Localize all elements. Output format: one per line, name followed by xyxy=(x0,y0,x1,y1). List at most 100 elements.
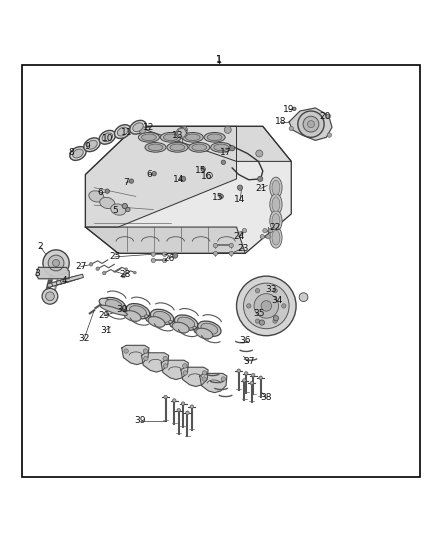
Circle shape xyxy=(255,288,260,293)
Circle shape xyxy=(46,292,54,301)
Text: 37: 37 xyxy=(243,358,254,367)
Circle shape xyxy=(229,243,233,248)
Ellipse shape xyxy=(204,133,225,142)
Ellipse shape xyxy=(117,127,128,136)
Ellipse shape xyxy=(178,317,194,328)
Text: 27: 27 xyxy=(75,262,87,271)
Ellipse shape xyxy=(196,328,213,339)
Circle shape xyxy=(289,126,293,131)
Text: 12: 12 xyxy=(143,123,155,132)
Circle shape xyxy=(105,189,110,193)
Text: 18: 18 xyxy=(276,117,287,126)
Polygon shape xyxy=(85,227,245,253)
Circle shape xyxy=(122,204,127,209)
Circle shape xyxy=(219,194,223,199)
Bar xyxy=(47,279,66,287)
Circle shape xyxy=(151,252,155,256)
Circle shape xyxy=(229,251,233,255)
Text: 36: 36 xyxy=(240,336,251,345)
Text: 1: 1 xyxy=(216,55,222,65)
Ellipse shape xyxy=(170,144,185,151)
Circle shape xyxy=(190,405,194,408)
Circle shape xyxy=(213,243,218,248)
Circle shape xyxy=(152,172,156,176)
Text: 15: 15 xyxy=(212,193,224,202)
Circle shape xyxy=(183,364,187,368)
Circle shape xyxy=(268,229,273,233)
Circle shape xyxy=(261,301,272,311)
Text: 29: 29 xyxy=(99,311,110,320)
Circle shape xyxy=(273,316,279,321)
Ellipse shape xyxy=(111,204,126,215)
Polygon shape xyxy=(143,313,161,328)
Text: 14: 14 xyxy=(173,175,184,184)
Text: 24: 24 xyxy=(233,232,244,241)
Bar xyxy=(65,274,84,282)
Polygon shape xyxy=(36,268,69,279)
Ellipse shape xyxy=(150,309,174,325)
Polygon shape xyxy=(191,325,209,340)
Circle shape xyxy=(163,364,168,368)
Circle shape xyxy=(260,235,265,239)
Polygon shape xyxy=(85,126,237,227)
Text: 20: 20 xyxy=(319,112,331,121)
Ellipse shape xyxy=(126,303,150,319)
Circle shape xyxy=(206,172,212,179)
Circle shape xyxy=(244,283,289,329)
Circle shape xyxy=(273,288,277,293)
Ellipse shape xyxy=(185,134,200,141)
Ellipse shape xyxy=(270,177,282,198)
Ellipse shape xyxy=(182,133,203,142)
Ellipse shape xyxy=(270,194,282,215)
Circle shape xyxy=(48,255,64,271)
Text: 10: 10 xyxy=(102,134,113,143)
Ellipse shape xyxy=(145,142,166,152)
Ellipse shape xyxy=(141,134,156,141)
Text: 33: 33 xyxy=(265,285,276,294)
Circle shape xyxy=(299,293,308,302)
Ellipse shape xyxy=(211,142,232,152)
Polygon shape xyxy=(119,307,137,322)
Text: 6: 6 xyxy=(146,170,152,179)
Circle shape xyxy=(177,408,180,412)
Ellipse shape xyxy=(138,133,159,142)
Bar xyxy=(60,276,79,284)
Ellipse shape xyxy=(84,138,100,151)
Polygon shape xyxy=(85,126,291,253)
Circle shape xyxy=(202,371,207,375)
Circle shape xyxy=(303,116,319,132)
Text: 5: 5 xyxy=(112,206,118,215)
Text: 21: 21 xyxy=(255,184,266,193)
Ellipse shape xyxy=(160,133,181,142)
Circle shape xyxy=(237,185,243,190)
Text: 26: 26 xyxy=(163,254,174,263)
Circle shape xyxy=(180,126,187,133)
Circle shape xyxy=(326,114,331,118)
Ellipse shape xyxy=(99,131,116,144)
Circle shape xyxy=(258,176,263,182)
Ellipse shape xyxy=(100,305,127,316)
Ellipse shape xyxy=(87,140,97,149)
Circle shape xyxy=(134,271,136,274)
Text: 23: 23 xyxy=(237,244,249,253)
Text: 16: 16 xyxy=(201,172,212,181)
Circle shape xyxy=(251,374,255,377)
Ellipse shape xyxy=(154,311,170,322)
Circle shape xyxy=(162,258,167,263)
Ellipse shape xyxy=(130,120,146,134)
Text: 35: 35 xyxy=(254,309,265,318)
Ellipse shape xyxy=(272,180,280,195)
Ellipse shape xyxy=(89,191,104,202)
Circle shape xyxy=(53,260,60,266)
Circle shape xyxy=(273,319,277,324)
Polygon shape xyxy=(136,126,291,161)
Text: 9: 9 xyxy=(85,142,91,150)
Circle shape xyxy=(139,126,146,133)
Circle shape xyxy=(239,231,243,236)
Ellipse shape xyxy=(198,321,221,336)
Circle shape xyxy=(230,146,235,151)
Circle shape xyxy=(125,268,127,270)
Ellipse shape xyxy=(207,134,222,141)
Text: 14: 14 xyxy=(234,196,246,205)
Ellipse shape xyxy=(124,311,141,321)
